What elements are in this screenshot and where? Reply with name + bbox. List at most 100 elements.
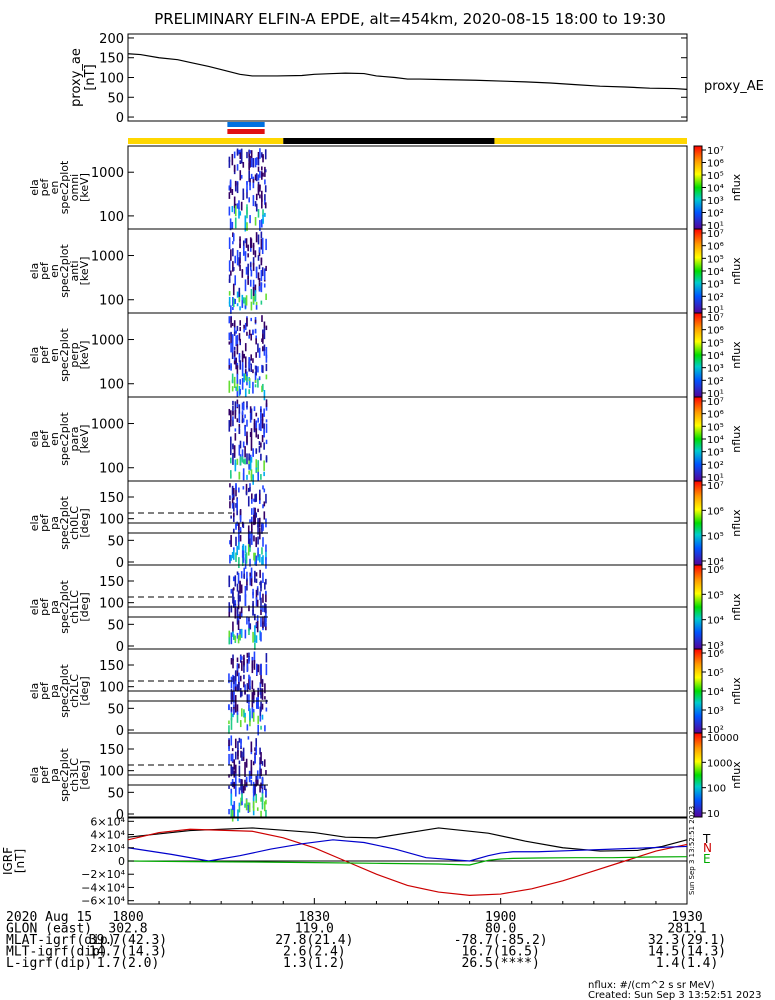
spectrogram-cell — [248, 678, 250, 690]
ephemeris-row-label: L-igrf(dip) — [6, 956, 92, 971]
spectrogram-cell — [238, 765, 241, 778]
spectrogram-cell — [247, 244, 249, 252]
spectrogram-cell — [254, 217, 257, 226]
spectrogram-cell — [241, 269, 244, 278]
spectrogram-cell — [232, 411, 234, 416]
spectrogram-cell — [253, 507, 255, 518]
spectrogram-cell — [235, 486, 237, 497]
spectrogram-cell — [259, 591, 261, 601]
proxy-ae-ylabel: proxy_ae — [69, 48, 84, 107]
spectrogram-cell — [248, 329, 251, 336]
spectrogram-cell — [244, 557, 247, 569]
spectrogram-cell — [265, 374, 268, 380]
spectrogram-cell — [258, 498, 261, 504]
spectrogram-cell — [233, 709, 235, 715]
spectrogram-cell — [245, 295, 248, 306]
spectrogram-cell — [253, 514, 255, 526]
spectrogram-cell — [234, 607, 237, 619]
spectrogram-cell — [252, 158, 255, 168]
spectrogram-cell — [253, 406, 256, 412]
spectrogram-cell — [236, 148, 239, 155]
spectrogram-cell — [231, 496, 234, 506]
spectrogram-cell — [238, 536, 240, 545]
spectrogram-cell — [260, 597, 262, 609]
spectrogram-cell — [264, 166, 266, 177]
spectrogram-cell — [249, 279, 252, 287]
spectrogram-cell — [263, 283, 266, 288]
spectrogram-cell — [238, 149, 240, 155]
spectrogram-cell — [232, 405, 234, 415]
spectrogram-cell — [232, 297, 234, 306]
proxy-ae-frame — [127, 33, 688, 122]
spectrogram-cell — [261, 803, 264, 810]
spectrogram-cell — [255, 512, 258, 518]
colorbar-tick-label: 1000 — [707, 758, 732, 769]
spectrogram-cell — [250, 333, 253, 341]
spectrogram-ylabel: spec2plot — [58, 244, 71, 298]
spectrogram-cell — [251, 521, 253, 531]
spectrogram-cell — [264, 149, 267, 160]
spectrogram-cell — [244, 414, 246, 419]
spectrogram-cell — [255, 193, 258, 201]
spectrogram-cell — [242, 188, 245, 200]
spectrogram-cell — [238, 522, 240, 534]
spectrogram-cell — [254, 625, 256, 632]
spectrogram-cell — [244, 356, 247, 368]
proxy-ae-ytick-label: 50 — [107, 91, 124, 106]
spectrogram-ylabel: spec2plot — [58, 160, 71, 214]
spectrogram-cell — [259, 747, 261, 755]
spectrogram-ylabel: pa — [48, 600, 61, 614]
spectrogram-ytick-label: 1000 — [91, 166, 124, 181]
spectrogram-cell — [258, 423, 261, 431]
spectrogram-cell — [262, 572, 264, 584]
spectrogram-cell — [251, 493, 253, 501]
spectrogram-cell — [248, 619, 250, 632]
spectrogram-ylabel: spec2plot — [58, 496, 71, 550]
spectrogram-cell — [255, 799, 258, 803]
spectrogram-cell — [232, 233, 235, 242]
spectrogram-ylabel: pa — [48, 768, 61, 782]
spectrogram-ylabel: en — [48, 264, 61, 278]
colorbar-tick-label: 10³ — [707, 706, 724, 717]
spectrogram-cell — [242, 441, 245, 448]
spectrogram-cell — [239, 306, 241, 311]
spectrogram-cell — [232, 621, 234, 634]
spectrogram-cell — [259, 170, 261, 178]
spectrogram-cell — [232, 634, 235, 640]
spectrogram-cell — [242, 161, 245, 168]
spectrogram-cell — [250, 354, 253, 361]
spectrogram-cell — [265, 423, 268, 433]
colorbar-tick-label: 10⁵ — [707, 422, 724, 433]
spectrogram-cell — [250, 469, 253, 479]
colorbar — [693, 228, 703, 314]
spectrogram-cell — [252, 257, 255, 266]
spectrogram-cell — [249, 519, 251, 524]
spectrogram-cell — [242, 785, 245, 794]
igrf-ytick-label: 2×10⁴ — [90, 842, 125, 855]
spectrogram-cell — [228, 274, 231, 283]
spectrogram-ylabel: [deg] — [78, 760, 91, 789]
ephemeris-value: 1830 — [299, 910, 330, 925]
spectrogram-cell — [236, 632, 239, 639]
spectrogram-cell — [232, 502, 235, 512]
spectrogram-cell — [248, 616, 250, 622]
spectrogram-cell — [238, 787, 241, 795]
spectrogram-cell — [228, 341, 231, 345]
spectrogram-ylabel: ela — [28, 683, 41, 700]
spectrogram-ytick-label: 150 — [99, 491, 124, 506]
spectrogram-ytick-label: 50 — [107, 534, 124, 549]
spectrogram-ytick-label: 0 — [116, 724, 124, 739]
spectrogram-cell — [262, 621, 264, 629]
spectrogram-cell — [228, 185, 231, 191]
spectrogram-cell — [237, 572, 240, 584]
igrf-panel: T N E Sun Sep 3 13:52:51 2023 6×10⁴4×10⁴… — [1, 806, 712, 908]
spectrogram-cell — [252, 631, 254, 643]
spectrogram-cell — [250, 779, 253, 786]
spectrogram-cell — [252, 800, 255, 811]
spectrogram-cell — [252, 286, 255, 297]
spectrogram-cell — [258, 286, 261, 292]
spectrogram-cell — [230, 753, 233, 762]
colorbar-tick-label: 10² — [707, 376, 724, 387]
ephemeris-value: 281.1 — [667, 922, 706, 937]
spectrogram-cell — [242, 402, 245, 411]
